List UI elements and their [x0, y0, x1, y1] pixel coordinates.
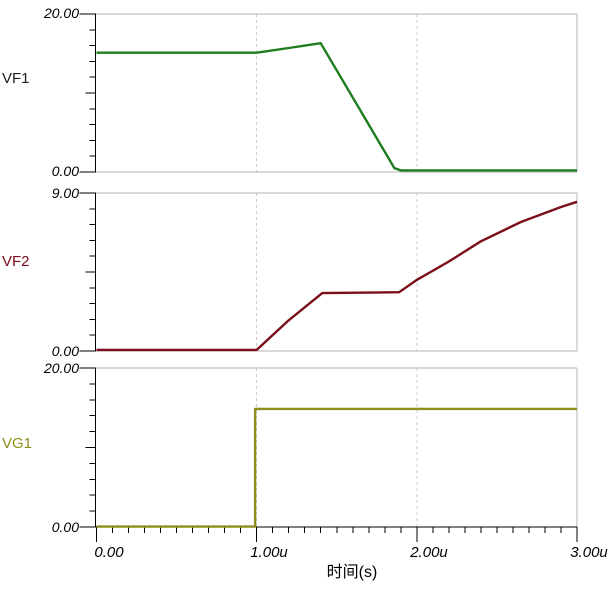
x-tick-label-0: 0.00 [94, 544, 124, 561]
x-tick-label-1: 1.00u [250, 544, 288, 561]
y-axis-max-label-vg1: 20.00 [43, 360, 79, 376]
x-axis-title: 时间(s) [326, 564, 378, 581]
y-axis-max-label-vf2: 9.00 [51, 185, 79, 201]
y-axis-min-label-vf1: 0.00 [51, 163, 79, 179]
curve-label-vf1: VF1 [2, 70, 30, 87]
y-axis-min-label-vg1: 0.00 [51, 519, 79, 535]
curve-label-vg1: VG1 [2, 435, 33, 452]
y-axis-min-label-vf2: 0.00 [51, 343, 79, 359]
y-axis-max-label-vf1: 20.00 [43, 5, 79, 21]
x-tick-label-3: 3.00u [570, 544, 608, 561]
x-tick-label-2: 2.00u [410, 544, 448, 561]
curve-label-vf2: VF2 [2, 253, 30, 270]
